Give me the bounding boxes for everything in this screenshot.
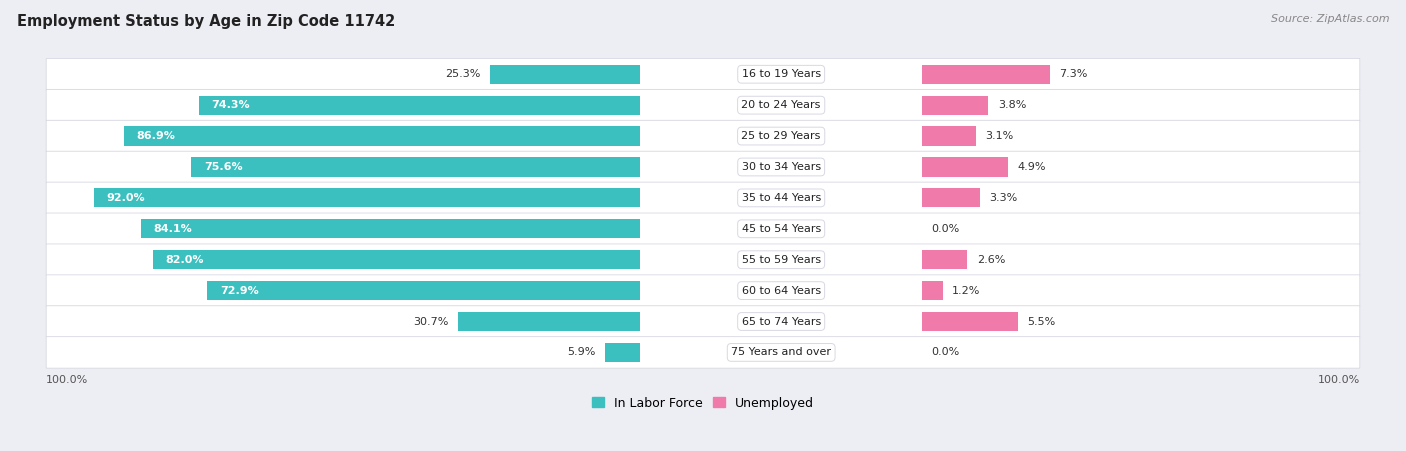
Text: 5.9%: 5.9%	[568, 347, 596, 357]
Text: 30.7%: 30.7%	[413, 317, 449, 327]
Text: 84.1%: 84.1%	[153, 224, 193, 234]
FancyBboxPatch shape	[46, 120, 1360, 152]
Text: 3.3%: 3.3%	[988, 193, 1018, 203]
Text: 4.9%: 4.9%	[1017, 162, 1046, 172]
Text: 100.0%: 100.0%	[46, 375, 89, 385]
Text: 0.0%: 0.0%	[931, 224, 959, 234]
Text: 16 to 19 Years: 16 to 19 Years	[741, 69, 821, 79]
Bar	[200, 96, 641, 115]
Text: 30 to 34 Years: 30 to 34 Years	[741, 162, 821, 172]
Bar	[922, 96, 988, 115]
Text: 25 to 29 Years: 25 to 29 Years	[741, 131, 821, 141]
FancyBboxPatch shape	[46, 244, 1360, 276]
Text: 0.0%: 0.0%	[931, 347, 959, 357]
Text: Employment Status by Age in Zip Code 11742: Employment Status by Age in Zip Code 117…	[17, 14, 395, 28]
Bar	[922, 281, 943, 300]
Text: 20 to 24 Years: 20 to 24 Years	[741, 100, 821, 110]
FancyBboxPatch shape	[46, 89, 1360, 121]
Text: 75 Years and over: 75 Years and over	[731, 347, 831, 357]
Text: 82.0%: 82.0%	[166, 255, 204, 265]
Text: 86.9%: 86.9%	[136, 131, 176, 141]
FancyBboxPatch shape	[46, 151, 1360, 183]
Bar	[922, 312, 1018, 331]
Bar	[606, 343, 641, 362]
Text: 2.6%: 2.6%	[977, 255, 1005, 265]
Legend: In Labor Force, Unemployed: In Labor Force, Unemployed	[586, 392, 820, 415]
Bar	[191, 157, 641, 176]
Text: 25.3%: 25.3%	[446, 69, 481, 79]
Bar	[491, 64, 641, 84]
Bar	[922, 126, 976, 146]
Bar	[922, 189, 980, 207]
Text: 1.2%: 1.2%	[952, 285, 980, 295]
FancyBboxPatch shape	[46, 59, 1360, 90]
Text: 75.6%: 75.6%	[204, 162, 242, 172]
Bar	[207, 281, 641, 300]
Text: 60 to 64 Years: 60 to 64 Years	[741, 285, 821, 295]
Text: 100.0%: 100.0%	[1317, 375, 1360, 385]
Text: 74.3%: 74.3%	[211, 100, 250, 110]
Text: 35 to 44 Years: 35 to 44 Years	[741, 193, 821, 203]
FancyBboxPatch shape	[46, 182, 1360, 214]
Text: 55 to 59 Years: 55 to 59 Years	[741, 255, 821, 265]
FancyBboxPatch shape	[46, 306, 1360, 337]
Text: 5.5%: 5.5%	[1028, 317, 1056, 327]
Text: 3.8%: 3.8%	[998, 100, 1026, 110]
Text: 3.1%: 3.1%	[986, 131, 1014, 141]
Bar	[124, 126, 641, 146]
Bar	[94, 189, 641, 207]
Bar	[922, 64, 1050, 84]
Text: Source: ZipAtlas.com: Source: ZipAtlas.com	[1271, 14, 1389, 23]
Bar	[922, 157, 1008, 176]
FancyBboxPatch shape	[46, 336, 1360, 368]
Text: 7.3%: 7.3%	[1059, 69, 1087, 79]
Text: 92.0%: 92.0%	[107, 193, 145, 203]
Text: 45 to 54 Years: 45 to 54 Years	[741, 224, 821, 234]
Bar	[153, 250, 641, 269]
Text: 72.9%: 72.9%	[219, 285, 259, 295]
Bar	[458, 312, 641, 331]
Text: 65 to 74 Years: 65 to 74 Years	[741, 317, 821, 327]
Bar	[922, 250, 967, 269]
FancyBboxPatch shape	[46, 275, 1360, 306]
FancyBboxPatch shape	[46, 213, 1360, 244]
Bar	[141, 219, 641, 239]
